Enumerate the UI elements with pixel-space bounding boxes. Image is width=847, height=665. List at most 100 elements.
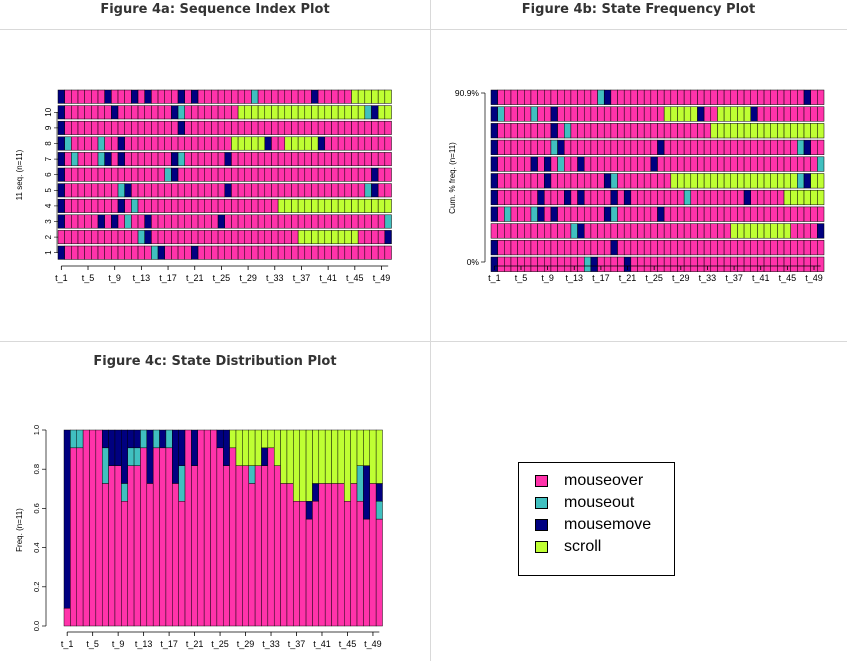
seq-cell-mousemove xyxy=(57,214,65,229)
seq-cell-mouseover xyxy=(184,105,192,120)
y-tick-label: 0.8 xyxy=(32,464,41,474)
seq-cell-mousemove xyxy=(57,136,65,151)
freq-cell-mouseover xyxy=(630,206,638,222)
freq-cell-mouseover xyxy=(717,206,725,222)
seq-cell-mouseover xyxy=(277,89,286,104)
freq-cell-mouseover xyxy=(797,240,805,256)
x-tick-label: t_37 xyxy=(288,639,306,649)
freq-cell-mouseover xyxy=(583,123,592,139)
freq-cell-scroll xyxy=(730,223,738,239)
dist-bar-scroll xyxy=(229,429,237,449)
freq-cell-scroll xyxy=(783,223,791,239)
freq-cell-mouseover xyxy=(623,89,632,105)
freq-cell-mousemove xyxy=(490,89,498,105)
seq-cell-mousemove xyxy=(311,89,319,104)
freq-cell-mouseover xyxy=(557,240,565,256)
y-tick-label: 0.6 xyxy=(32,503,41,513)
freq-cell-scroll xyxy=(797,123,805,139)
figure-4b-title: Figure 4b: State Frequency Plot xyxy=(521,2,756,17)
seq-cell-mouseover xyxy=(84,152,92,167)
dist-bar-scroll xyxy=(318,429,326,484)
seq-cell-mouseover xyxy=(64,105,72,120)
freq-cell-mouseover xyxy=(650,206,658,222)
freq-cell-mouseover xyxy=(630,256,638,272)
seq-cell-mouseover xyxy=(231,183,239,198)
seq-cell-mouseover xyxy=(97,230,105,245)
freq-cell-mousemove xyxy=(550,123,558,139)
dist-bar-mousemove xyxy=(172,429,179,484)
freq-cell-mouseover xyxy=(643,106,652,122)
seq-cell-scroll xyxy=(237,105,246,120)
freq-cell-mouseover xyxy=(790,206,798,222)
freq-cell-mouseover xyxy=(643,189,652,206)
freq-cell-scroll xyxy=(757,123,765,139)
freq-cell-mouseover xyxy=(557,106,565,122)
seq-cell-mouseover xyxy=(137,152,145,167)
seq-cell-scroll xyxy=(317,230,326,245)
x-tick-label: t_13 xyxy=(565,273,583,283)
seq-cell-mouseover xyxy=(184,245,192,260)
freq-cell-mouseover xyxy=(797,206,805,222)
freq-cell-mousemove xyxy=(603,89,612,105)
seq-cell-scroll xyxy=(291,198,299,213)
freq-cell-mouseover xyxy=(750,240,758,256)
seq-cell-mouseover xyxy=(197,214,205,229)
freq-cell-mouseover xyxy=(564,256,572,272)
freq-cell-mouseover xyxy=(670,139,678,155)
dist-bar-mouseover xyxy=(324,483,332,627)
seq-cell-mousemove xyxy=(157,245,165,260)
seq-cell-mouseover xyxy=(377,120,386,135)
dist-bar-mousemove xyxy=(146,429,154,484)
seq-cell-mouseover xyxy=(64,89,72,104)
dist-bar-mouseover xyxy=(159,447,167,627)
freq-cell-mouseover xyxy=(783,206,791,222)
seq-cell-mouseover xyxy=(111,136,119,151)
dist-bar-mouseover xyxy=(369,483,377,627)
freq-cell-mouseover xyxy=(550,173,558,189)
dist-bar-mouseover xyxy=(261,465,269,627)
seq-cell-mouseover xyxy=(384,120,392,135)
y-tick-label: 1 xyxy=(44,250,53,255)
freq-cell-mouseover xyxy=(737,240,745,256)
seq-cell-mouseover xyxy=(291,152,299,167)
dist-bar-scroll xyxy=(242,429,249,466)
seq-cell-mouseover xyxy=(111,230,119,245)
legend-item-scroll: scroll xyxy=(535,536,601,558)
seq-cell-mouseover xyxy=(124,167,132,182)
freq-cell-mouseover xyxy=(637,256,645,272)
seq-cell-mouseover xyxy=(317,245,326,260)
freq-cell-mouseover xyxy=(657,106,665,122)
x-tick-label: t_1 xyxy=(61,639,74,649)
freq-cell-mouseover xyxy=(643,206,652,222)
freq-cell-mouseover xyxy=(583,139,592,155)
freq-cell-scroll xyxy=(770,173,778,189)
seq-cell-mouseover xyxy=(191,230,199,245)
seq-cell-mouseover xyxy=(331,183,339,198)
seq-cell-mouseover xyxy=(197,167,205,182)
freq-cell-mouseover xyxy=(723,89,732,105)
freq-cell-mouseover xyxy=(590,240,598,256)
seq-cell-mouseover xyxy=(304,120,312,135)
seq-cell-mouseover xyxy=(351,214,359,229)
seq-cell-mouseover xyxy=(177,245,185,260)
seq-cell-mousemove xyxy=(144,214,152,229)
seq-cell-mouseover xyxy=(151,183,159,198)
seq-cell-mouseover xyxy=(151,167,159,182)
seq-cell-scroll xyxy=(317,198,326,213)
freq-cell-mouseover xyxy=(723,256,732,272)
seq-cell-mouseover xyxy=(131,167,139,182)
seq-cell-mouseover xyxy=(91,136,99,151)
seq-cell-mouseover xyxy=(131,105,139,120)
freq-cell-mouseover xyxy=(717,256,725,272)
freq-cell-mouseover xyxy=(650,123,658,139)
dist-bar-mouseover xyxy=(178,501,186,627)
dist-bar-mouseout xyxy=(76,429,84,449)
seq-cell-mouseover xyxy=(344,136,352,151)
seq-cell-mouseover xyxy=(197,105,205,120)
seq-cell-scroll xyxy=(331,105,339,120)
freq-cell-mouseover xyxy=(623,156,632,172)
dist-bar-scroll xyxy=(331,429,339,484)
freq-cell-mousemove xyxy=(564,189,572,206)
seq-cell-mouseover xyxy=(271,214,279,229)
freq-cell-mouseover xyxy=(783,89,791,105)
